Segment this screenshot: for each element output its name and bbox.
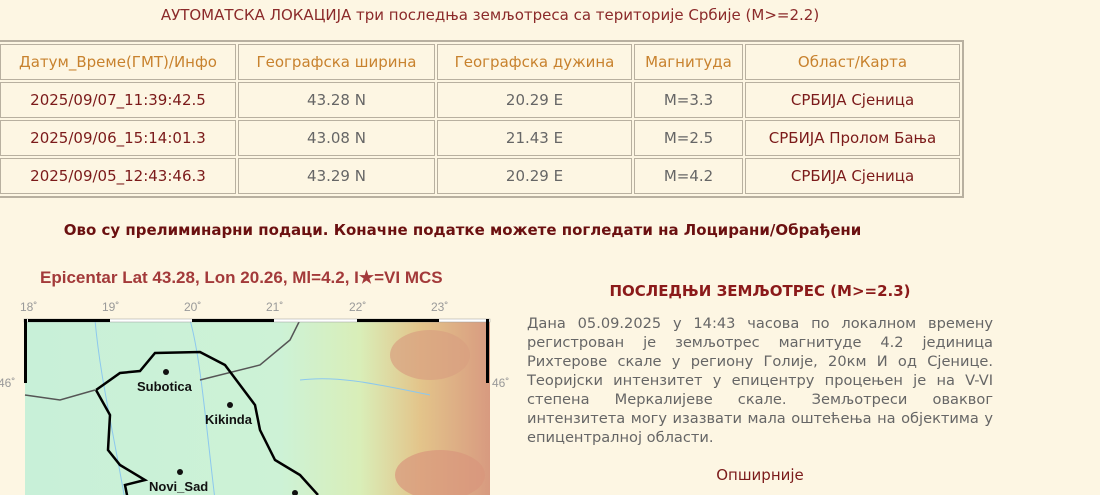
map-title: Epicentar Lat 43.28, Lon 20.26, Ml=4.2, … xyxy=(40,268,443,287)
cell-latitude: 43.08 N xyxy=(238,120,435,156)
cell-longitude: 20.29 E xyxy=(437,158,632,194)
cell-datetime[interactable]: 2025/09/07_11:39:42.5 xyxy=(0,82,236,118)
table-header-row: Датум_Време(ГМТ)/Инфо Географска ширина … xyxy=(0,44,960,80)
svg-text:23˚: 23˚ xyxy=(431,300,448,314)
cell-region-link[interactable]: СРБИЈА Сјеница xyxy=(745,158,960,194)
svg-text:21˚: 21˚ xyxy=(266,300,283,314)
cell-region-link[interactable]: СРБИЈА Пролом Бања xyxy=(745,120,960,156)
lat-label-left: 46˚ xyxy=(0,376,15,390)
epicenter-map[interactable]: 18˚ 19˚ 20˚ 21˚ 22˚ 23˚ 46˚ 46˚ Subotica… xyxy=(0,295,520,495)
more-link[interactable]: Опширније xyxy=(716,466,804,484)
col-magnitude: Магнитуда xyxy=(634,44,743,80)
cell-datetime[interactable]: 2025/09/05_12:43:46.3 xyxy=(0,158,236,194)
city-novi-sad: Novi_Sad xyxy=(149,479,208,494)
cell-longitude: 21.43 E xyxy=(437,120,632,156)
city-kikinda: Kikinda xyxy=(205,412,253,427)
last-earthquake-text: Дана 05.09.2025 у 14:43 часова по локалн… xyxy=(527,315,993,446)
svg-text:20˚: 20˚ xyxy=(184,300,201,314)
svg-text:22˚: 22˚ xyxy=(349,300,366,314)
city-subotica: Subotica xyxy=(137,379,193,394)
table-row: 2025/09/06_15:14:01.3 43.08 N 21.43 E M=… xyxy=(0,120,960,156)
lon-ticks: 18˚ 19˚ 20˚ 21˚ 22˚ 23˚ 46˚ 46˚ xyxy=(0,300,509,390)
col-datetime: Датум_Време(ГМТ)/Инфо xyxy=(0,44,236,80)
river xyxy=(94,319,125,495)
cell-latitude: 43.28 N xyxy=(238,82,435,118)
table-row: 2025/09/07_11:39:42.5 43.28 N 20.29 E M=… xyxy=(0,82,960,118)
col-region: Област/Карта xyxy=(745,44,960,80)
preliminary-data-note[interactable]: Ово су прелиминарни подаци. Коначне пода… xyxy=(63,221,862,239)
cell-magnitude: M=3.3 xyxy=(634,82,743,118)
last-earthquake-heading: ПОСЛЕДЊИ ЗЕМЉОТРЕС (М>=2.3) xyxy=(609,282,911,300)
last-earthquake-panel: ПОСЛЕДЊИ ЗЕМЉОТРЕС (М>=2.3) Дана 05.09.2… xyxy=(527,282,993,484)
col-longitude: Географска дужина xyxy=(437,44,632,80)
cell-datetime[interactable]: 2025/09/06_15:14:01.3 xyxy=(0,120,236,156)
table-row: 2025/09/05_12:43:46.3 43.29 N 20.29 E M=… xyxy=(0,158,960,194)
serbia-border xyxy=(94,350,319,495)
cell-latitude: 43.29 N xyxy=(238,158,435,194)
cell-magnitude: M=2.5 xyxy=(634,120,743,156)
svg-text:18˚: 18˚ xyxy=(20,300,37,314)
svg-text:19˚: 19˚ xyxy=(102,300,119,314)
col-latitude: Географска ширина xyxy=(238,44,435,80)
earthquake-table: Датум_Време(ГМТ)/Инфо Географска ширина … xyxy=(0,40,964,198)
cell-longitude: 20.29 E xyxy=(437,82,632,118)
cell-magnitude: M=4.2 xyxy=(634,158,743,194)
page-title: АУТОМАТСКА ЛОКАЦИЈА три последња земљотр… xyxy=(160,6,820,24)
cell-region-link[interactable]: СРБИЈА Сјеница xyxy=(745,82,960,118)
river xyxy=(189,319,215,495)
lat-label-right: 46˚ xyxy=(492,376,509,390)
river xyxy=(299,378,431,396)
